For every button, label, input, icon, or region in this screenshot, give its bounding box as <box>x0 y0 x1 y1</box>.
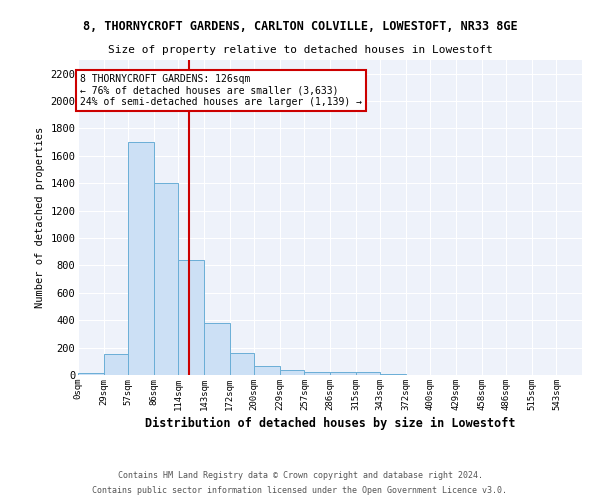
Bar <box>356 372 380 375</box>
Bar <box>280 370 304 375</box>
Bar <box>104 354 128 375</box>
Bar <box>230 353 254 375</box>
Text: Contains public sector information licensed under the Open Government Licence v3: Contains public sector information licen… <box>92 486 508 495</box>
Text: 8, THORNYCROFT GARDENS, CARLTON COLVILLE, LOWESTOFT, NR33 8GE: 8, THORNYCROFT GARDENS, CARLTON COLVILLE… <box>83 20 517 33</box>
Bar <box>178 260 204 375</box>
X-axis label: Distribution of detached houses by size in Lowestoft: Distribution of detached houses by size … <box>145 417 515 430</box>
Bar <box>254 366 280 375</box>
Text: 8 THORNYCROFT GARDENS: 126sqm
← 76% of detached houses are smaller (3,633)
24% o: 8 THORNYCROFT GARDENS: 126sqm ← 76% of d… <box>80 74 362 107</box>
Bar <box>304 372 330 375</box>
Text: Size of property relative to detached houses in Lowestoft: Size of property relative to detached ho… <box>107 45 493 55</box>
Y-axis label: Number of detached properties: Number of detached properties <box>35 127 44 308</box>
Text: Contains HM Land Registry data © Crown copyright and database right 2024.: Contains HM Land Registry data © Crown c… <box>118 471 482 480</box>
Bar <box>380 374 406 375</box>
Bar <box>330 372 356 375</box>
Bar <box>78 373 104 375</box>
Bar <box>204 323 230 375</box>
Bar <box>154 184 178 375</box>
Bar <box>128 142 154 375</box>
